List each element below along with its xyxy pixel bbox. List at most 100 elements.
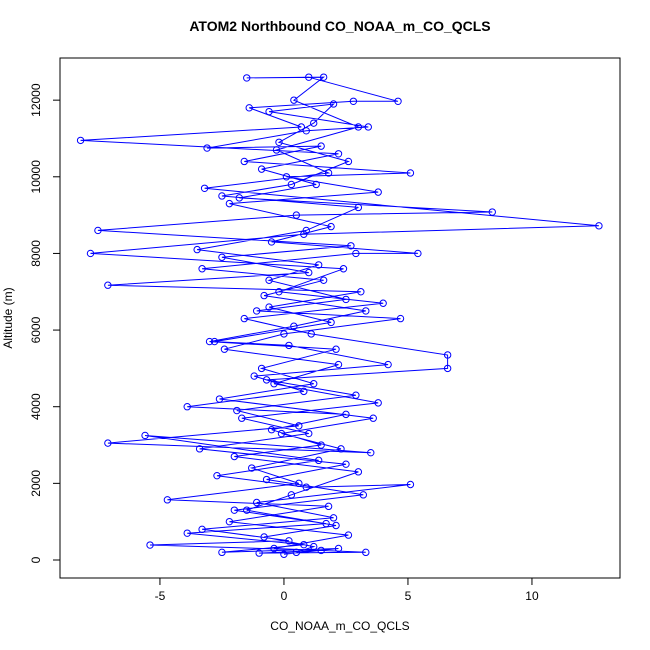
point	[267, 238, 276, 246]
y-tick-label: 8000	[29, 240, 43, 267]
point	[362, 307, 370, 315]
point	[406, 480, 415, 489]
point	[334, 360, 343, 369]
point	[305, 268, 313, 277]
point	[354, 203, 363, 212]
point	[86, 249, 95, 258]
point	[292, 211, 301, 219]
point	[275, 288, 283, 296]
point	[287, 180, 296, 189]
point	[104, 281, 112, 289]
point	[312, 180, 320, 189]
y-tick-label: 6000	[29, 316, 43, 343]
point	[272, 146, 281, 154]
point	[394, 97, 402, 106]
point	[327, 318, 335, 327]
point	[302, 483, 310, 491]
point	[322, 519, 330, 528]
point	[262, 376, 271, 384]
point	[327, 222, 335, 231]
point	[362, 548, 370, 557]
x-tick-label: -5	[155, 589, 166, 603]
point	[270, 380, 278, 388]
point	[329, 514, 338, 522]
point	[252, 307, 261, 315]
point	[240, 314, 248, 323]
point	[443, 351, 452, 359]
point	[367, 448, 375, 457]
point	[255, 549, 263, 557]
point	[319, 73, 328, 81]
point	[163, 496, 172, 504]
point	[369, 414, 377, 422]
point	[354, 468, 363, 476]
point	[352, 391, 360, 399]
point	[225, 517, 234, 526]
point	[319, 276, 328, 284]
point	[285, 341, 293, 350]
point	[305, 429, 313, 438]
point	[359, 491, 368, 499]
point	[238, 414, 246, 422]
x-tick-label: 10	[525, 589, 539, 603]
point	[379, 299, 387, 307]
point	[243, 506, 251, 514]
point	[141, 431, 149, 440]
point	[282, 173, 291, 181]
point	[324, 169, 333, 177]
point	[337, 445, 345, 453]
point	[317, 546, 325, 555]
point	[275, 138, 283, 147]
point	[213, 471, 221, 480]
point	[250, 372, 258, 380]
point	[260, 533, 268, 541]
point	[354, 123, 363, 131]
point	[374, 188, 382, 196]
point	[225, 199, 234, 208]
point	[277, 429, 286, 438]
point	[235, 194, 244, 202]
point	[324, 502, 333, 511]
point	[342, 410, 350, 419]
point	[317, 142, 325, 150]
point	[290, 322, 298, 330]
point	[314, 261, 323, 269]
chart-title: ATOM2 Northbound CO_NOAA_m_CO_QCLS	[189, 18, 490, 34]
point	[240, 157, 248, 166]
point	[364, 123, 372, 131]
point	[488, 208, 496, 216]
point	[218, 253, 226, 261]
point	[344, 157, 353, 166]
point	[260, 291, 268, 300]
point	[302, 226, 310, 235]
point	[265, 276, 273, 284]
point	[342, 295, 350, 304]
x-tick-label: 5	[405, 589, 412, 603]
point	[384, 360, 392, 369]
point	[295, 422, 303, 430]
plot-box	[59, 57, 621, 579]
point	[203, 144, 211, 152]
point	[245, 104, 253, 112]
point	[265, 303, 273, 311]
point	[198, 525, 206, 534]
x-tick-label: 0	[281, 589, 288, 603]
point	[344, 531, 353, 539]
point	[302, 127, 310, 135]
point	[339, 265, 348, 273]
point	[332, 345, 340, 353]
point	[218, 548, 226, 557]
point	[332, 521, 340, 530]
point	[300, 387, 308, 396]
y-tick-label: 4000	[29, 393, 43, 420]
point	[252, 498, 261, 507]
point	[342, 460, 350, 468]
point	[300, 230, 308, 238]
point	[280, 550, 288, 558]
point	[267, 426, 276, 434]
point	[305, 73, 313, 81]
point	[94, 226, 102, 235]
point	[198, 265, 206, 273]
x-axis-label: CO_NOAA_m_CO_QCLS	[270, 619, 409, 633]
